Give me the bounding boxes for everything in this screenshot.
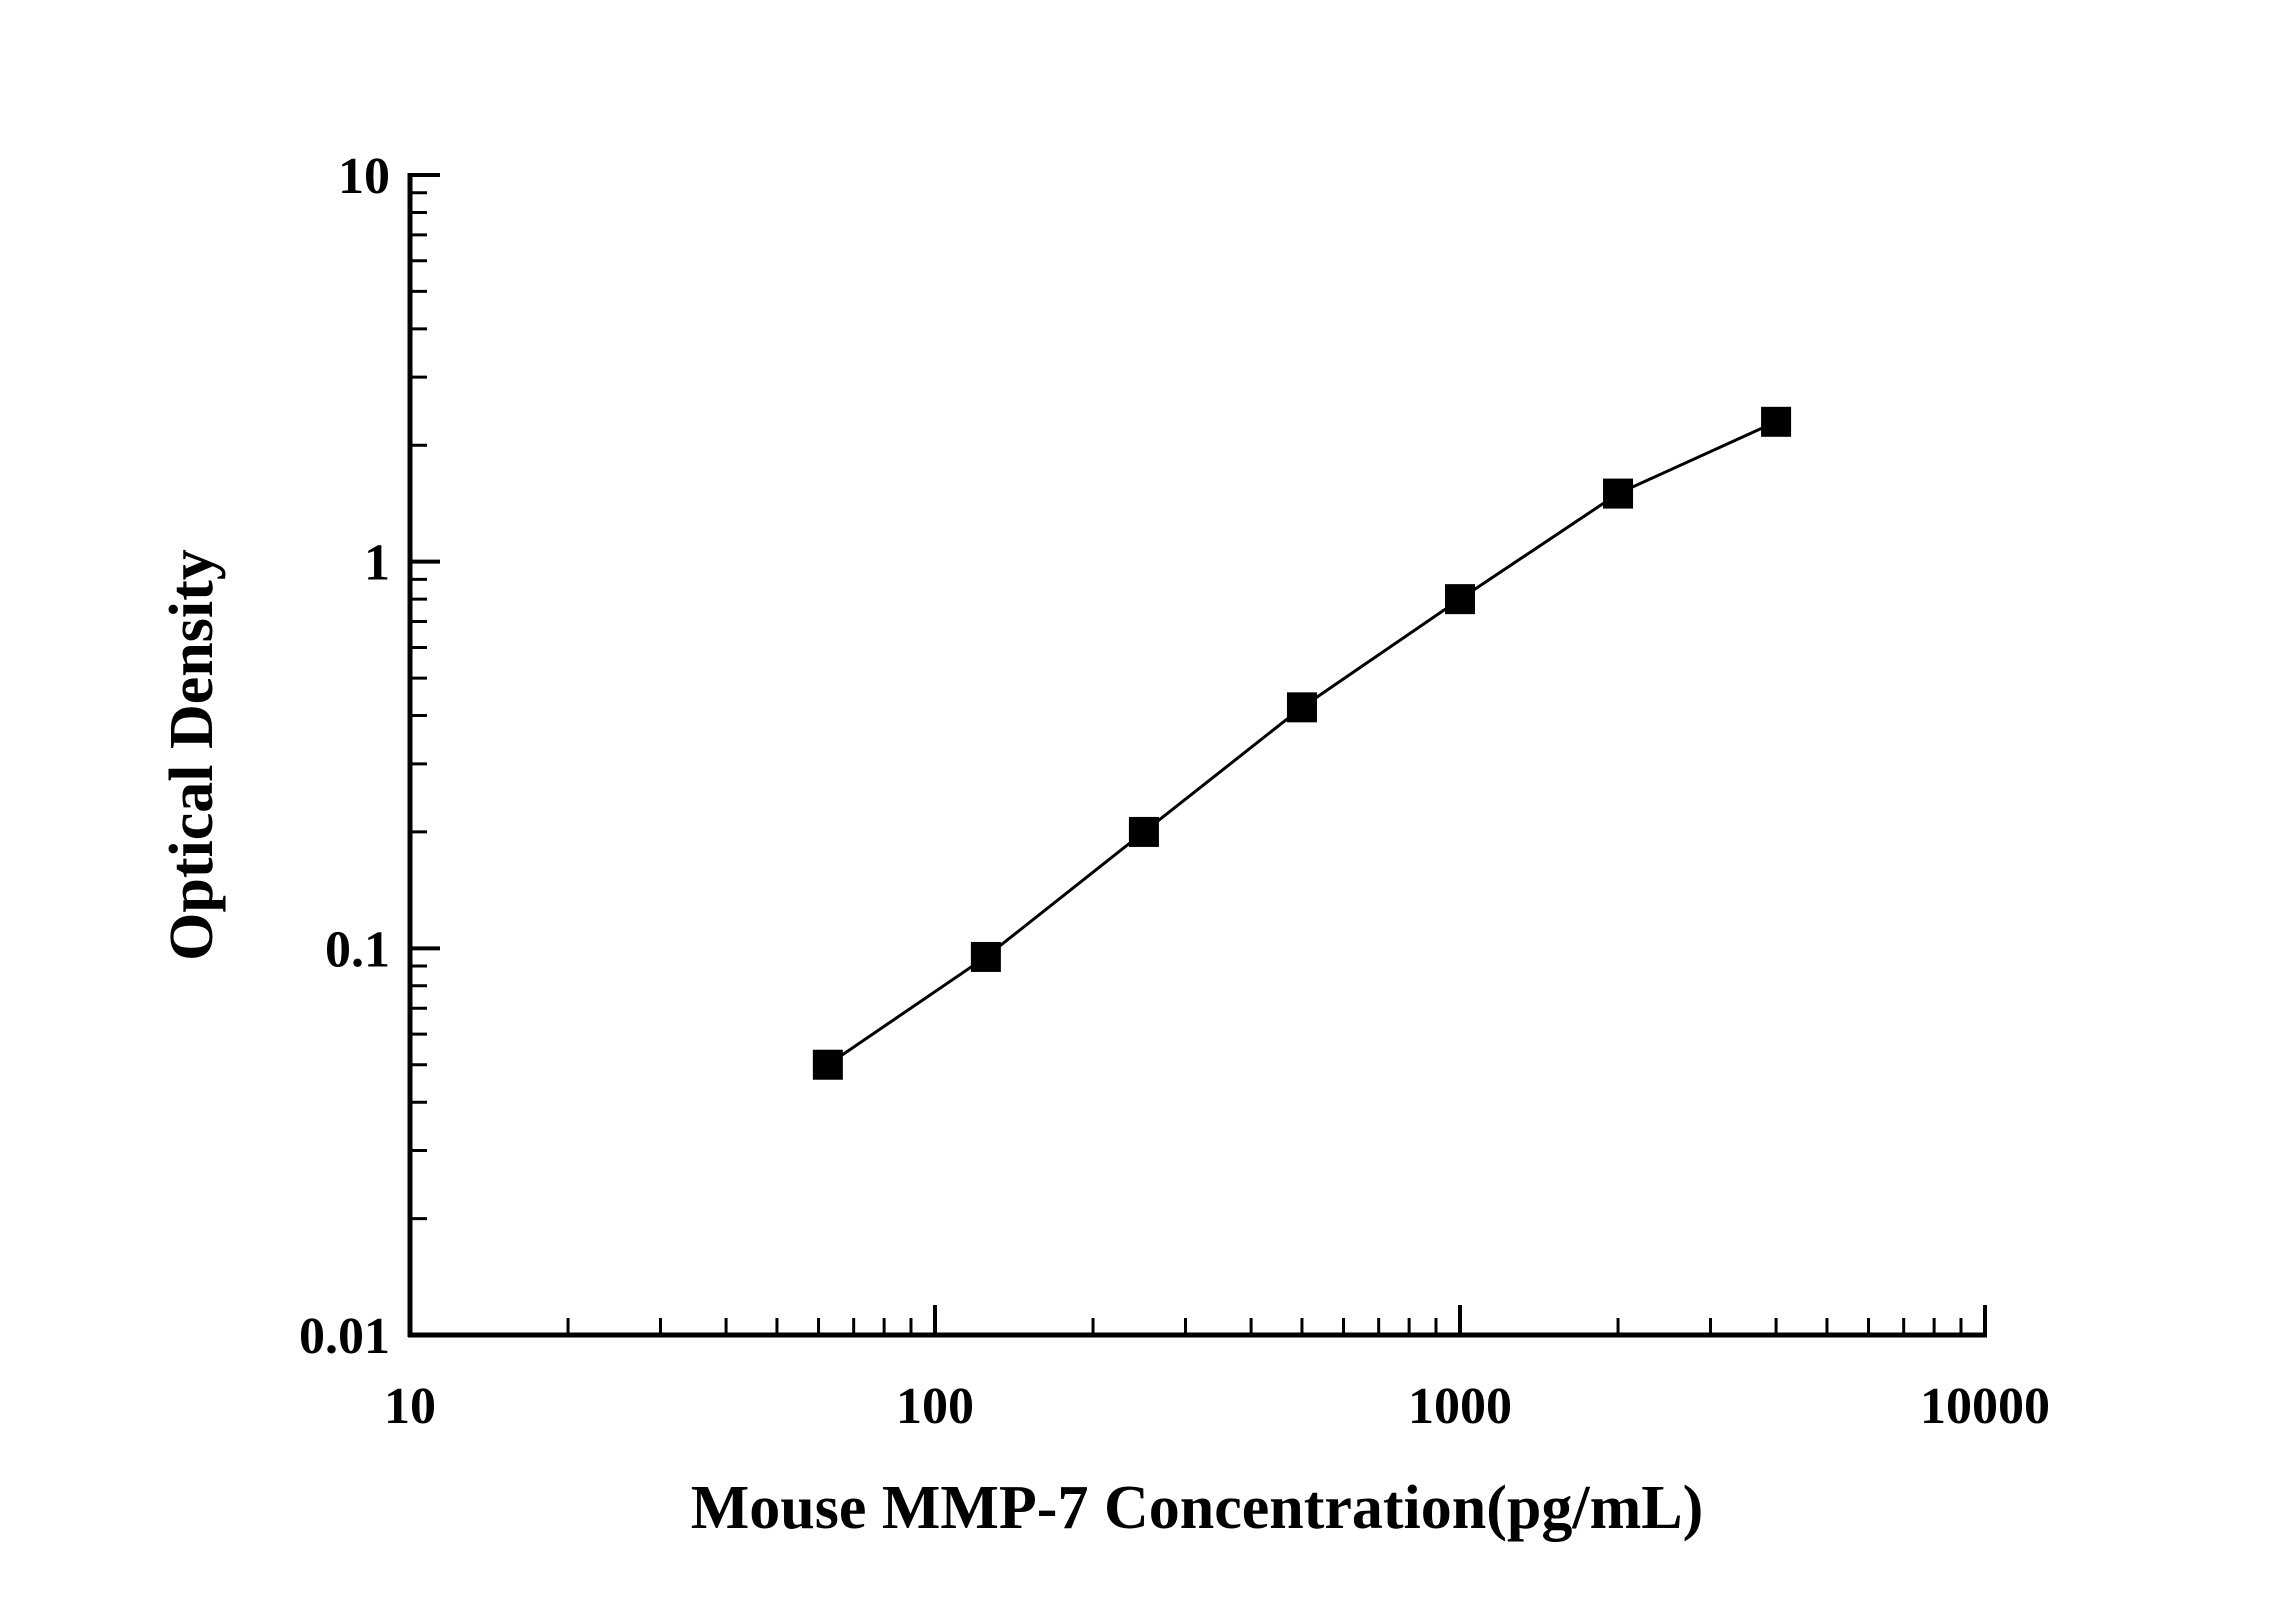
x-tick-label: 10000 — [1920, 1378, 2050, 1435]
plot-area: 10 100 1000 10000 0.01 0.1 1 10 — [299, 148, 2050, 1435]
data-point-marker — [1128, 816, 1159, 847]
x-tick-label: 100 — [896, 1378, 974, 1435]
data-point-marker — [970, 941, 1001, 972]
y-tick-label: 0.01 — [299, 1308, 390, 1365]
series-line — [826, 420, 1777, 1066]
data-point-marker — [1286, 692, 1317, 723]
y-tick-label: 0.1 — [325, 921, 390, 978]
y-axis-title: Optical Density — [158, 549, 226, 961]
x-tick-label: 1000 — [1408, 1378, 1512, 1435]
data-point-marker — [1445, 584, 1475, 615]
x-tick-label: 10 — [384, 1378, 436, 1435]
y-tick-label: 1 — [364, 535, 390, 592]
x-axis-title: Mouse MMP-7 Concentration(pg/mL) — [691, 1474, 1704, 1542]
y-tick-label: 10 — [338, 148, 390, 205]
data-point-marker — [1761, 406, 1792, 437]
data-point-marker — [1603, 478, 1634, 509]
data-point-marker — [812, 1049, 843, 1080]
